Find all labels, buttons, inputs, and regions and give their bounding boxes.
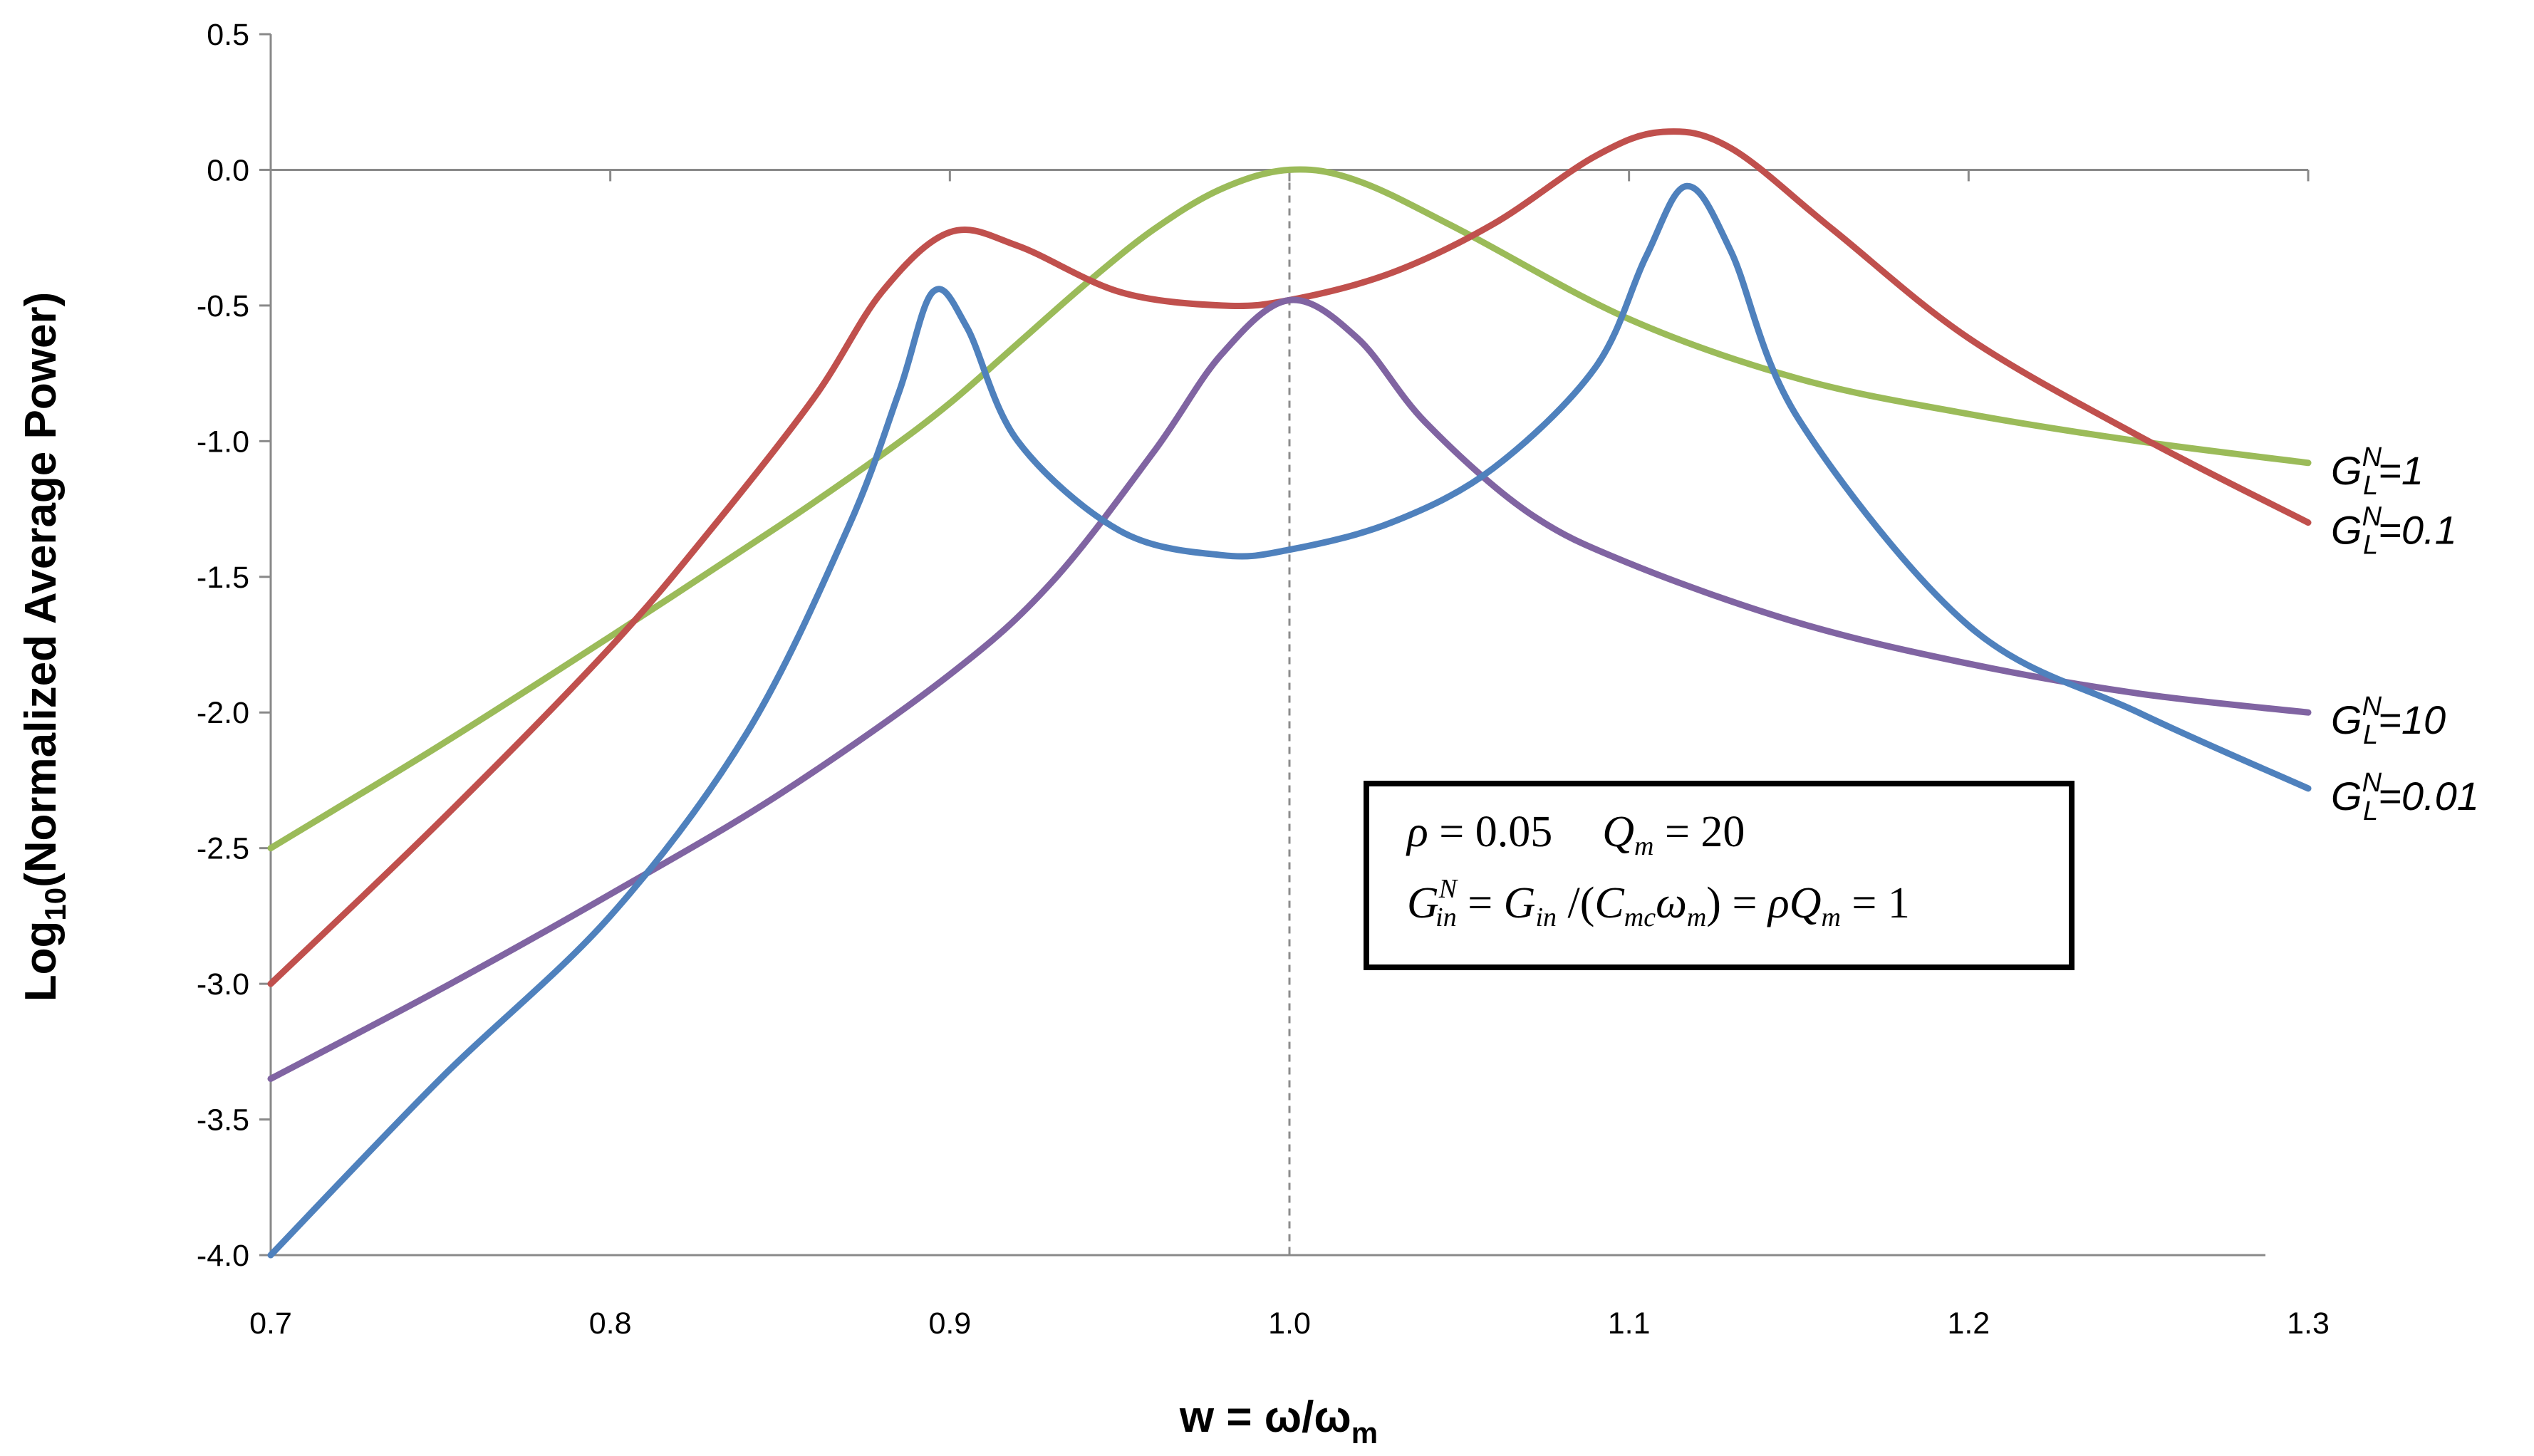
annotation-line-2: GN in = Gin /(Cmcωm) = ρQm = 1 [1407, 874, 1910, 932]
series-label: GN L=1 [2331, 442, 2424, 501]
annot-omega: ω [1656, 879, 1687, 927]
y-axis-title: Log10(Normalized Average Power) [16, 292, 72, 1002]
axes-layer: 0.50.0-0.5-1.0-1.5-2.0-2.5-3.0-3.5-4.00.… [197, 18, 2330, 1341]
annot-rho: ρ [1406, 808, 1428, 856]
series-layer [267, 128, 2312, 1259]
x-tick-label: 1.1 [1608, 1306, 1651, 1341]
x-axis-title: w = ω/ωm [1179, 1393, 1378, 1450]
series-label: GN L=10 [2331, 692, 2446, 750]
y-axis-title-suffix: (Normalized Average Power) [16, 292, 66, 888]
y-axis-title-prefix: Log [16, 921, 66, 1002]
annotation-box: ρ = 0.05 Qm = 20 GN in = Gin /(Cmcωm) = ρQ… [1364, 781, 2075, 970]
x-tick-label: 1.0 [1268, 1306, 1311, 1341]
annot-g-sup: N [1438, 874, 1459, 904]
y-tick-label: 0.0 [207, 153, 249, 187]
series-line-g-l-n-1 [267, 166, 2312, 852]
y-tick-label: -4.0 [197, 1239, 249, 1273]
x-tick-label: 1.2 [1947, 1306, 1990, 1341]
annot-eq2: = 1 [1841, 879, 1910, 927]
annot-g: G [1407, 879, 1439, 927]
annot-eq1: = [1457, 879, 1504, 927]
annot-close: ) = [1706, 879, 1768, 927]
series-line-g-l-n-10 [267, 296, 2312, 1082]
annot-rho2: ρ [1767, 879, 1790, 927]
annot-q2-sub: m [1821, 903, 1840, 932]
annot-q: Q [1602, 808, 1634, 856]
annot-c: C [1594, 879, 1624, 927]
series-line-g-l-n-0-01 [267, 182, 2312, 1259]
x-axis-title-sub: m [1351, 1416, 1378, 1450]
y-tick-label: -3.5 [197, 1103, 249, 1138]
x-tick-label: 0.7 [249, 1306, 292, 1341]
series-label: GN L=0.01 [2331, 768, 2479, 826]
annotation-line-1: ρ = 0.05 Qm = 20 [1406, 808, 1745, 861]
y-axis-title-sub: 10 [38, 888, 72, 921]
annot-q-sub: m [1634, 831, 1653, 861]
x-axis-title-main: w = ω/ω [1179, 1393, 1351, 1442]
annot-q2: Q [1790, 879, 1822, 927]
annotation-frame [1364, 781, 2075, 970]
y-tick-label: -3.0 [197, 967, 249, 1002]
x-tick-label: 1.3 [2287, 1306, 2330, 1341]
annot-q-value: = 20 [1653, 808, 1745, 856]
annot-div: /( [1557, 879, 1594, 927]
x-tick-label: 0.8 [589, 1306, 632, 1341]
series-line-g-l-n-0-1 [267, 128, 2312, 987]
y-tick-label: -2.0 [197, 696, 249, 730]
annot-c-sub: mc [1624, 903, 1656, 932]
annot-g2: G [1504, 879, 1536, 927]
labels-layer: GN L=1GN L=0.1 GN L=10 GN L=0.01 [2331, 442, 2479, 826]
y-tick-label: -2.5 [197, 832, 249, 866]
x-tick-label: 0.9 [928, 1306, 971, 1341]
annot-omega-sub: m [1687, 903, 1706, 932]
annot-g2-sub: in [1535, 903, 1557, 932]
y-tick-label: -0.5 [197, 289, 249, 323]
y-tick-label: -1.0 [197, 425, 249, 459]
series-label: GN L=0.1 [2331, 502, 2457, 561]
y-tick-label: 0.5 [207, 18, 249, 52]
y-tick-label: -1.5 [197, 561, 249, 595]
annot-rho-value: = 0.05 [1428, 808, 1552, 856]
annot-g-sub: in [1435, 903, 1457, 932]
